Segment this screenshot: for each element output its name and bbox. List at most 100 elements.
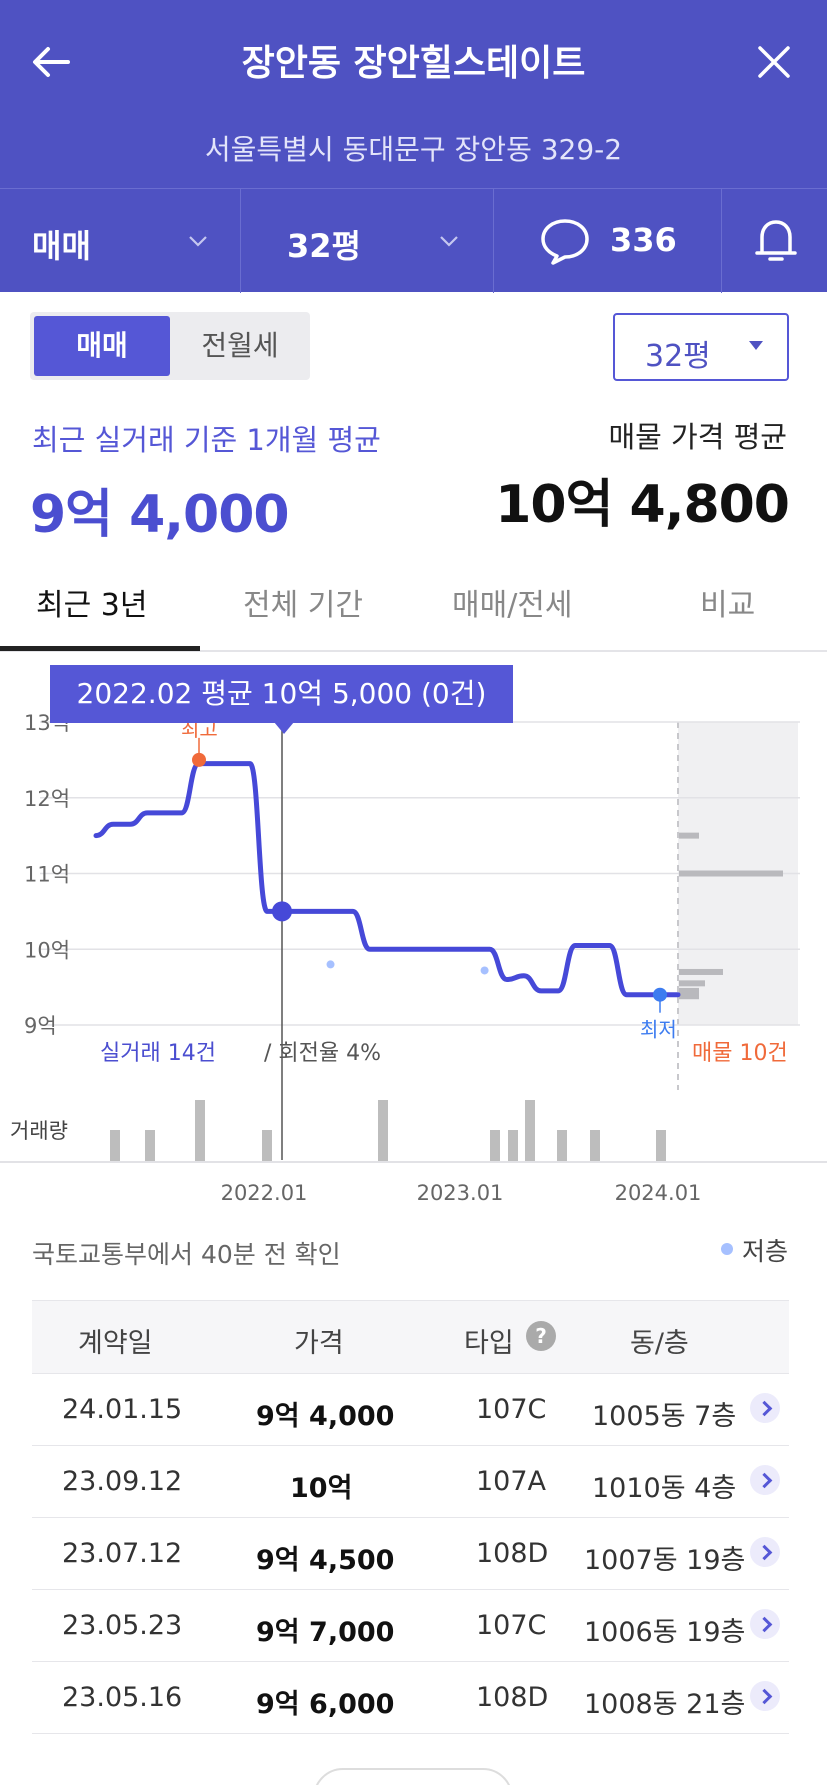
speech-bubble-icon bbox=[541, 219, 589, 265]
y-tick-label: 11억 bbox=[24, 863, 70, 887]
selected-point bbox=[272, 901, 292, 922]
high-point bbox=[192, 752, 206, 767]
header-type: 타입 bbox=[464, 1328, 514, 1359]
listing-bar bbox=[679, 968, 723, 975]
x-tick-label: 2023.01 bbox=[417, 1181, 504, 1205]
row-date: 23.05.16 bbox=[62, 1682, 183, 1713]
tab-recent-3y[interactable]: 최근 3년 bbox=[36, 588, 148, 623]
row-type: 107C bbox=[476, 1610, 547, 1641]
chart-tooltip: 2022.02 평균 10억 5,000 (0건) bbox=[50, 665, 513, 723]
period-tabs: 최근 3년 전체 기간 매매/전세 비교 bbox=[0, 560, 827, 652]
trade-type-label: 매매 bbox=[32, 227, 91, 265]
more-button[interactable] bbox=[313, 1768, 513, 1785]
close-icon[interactable] bbox=[750, 38, 798, 86]
area-dropdown[interactable]: 32평 bbox=[241, 189, 494, 293]
recent-average-label: 최근 실거래 기준 1개월 평균 bbox=[32, 423, 381, 457]
y-tick-label: 10억 bbox=[24, 938, 70, 962]
price-line bbox=[93, 761, 681, 998]
row-price: 9억 4,000 bbox=[256, 1401, 395, 1432]
chevron-right-icon[interactable] bbox=[750, 1681, 780, 1711]
row-date: 23.05.23 bbox=[62, 1610, 183, 1641]
table-row[interactable]: 23.05.16 9억 6,000 108D 1008동 21층 bbox=[32, 1662, 789, 1734]
table-row[interactable]: 23.05.23 9억 7,000 107C 1006동 19층 bbox=[32, 1590, 789, 1662]
low-floor-legend: 저층 bbox=[742, 1237, 789, 1266]
row-date: 24.01.15 bbox=[62, 1394, 183, 1425]
update-note: 국토교통부에서 40분 전 확인 bbox=[32, 1240, 341, 1269]
table-row[interactable]: 24.01.15 9억 4,000 107C 1005동 7층 bbox=[32, 1374, 789, 1446]
low-floor-point bbox=[480, 966, 489, 975]
row-price: 9억 7,000 bbox=[256, 1617, 395, 1648]
help-question-icon[interactable]: ? bbox=[526, 1321, 556, 1351]
header-price: 가격 bbox=[294, 1328, 344, 1359]
volume-label: 거래량 bbox=[10, 1119, 68, 1143]
chevron-right-icon[interactable] bbox=[750, 1609, 780, 1639]
listing-bar bbox=[679, 980, 705, 987]
table-row[interactable]: 23.07.12 9억 4,500 108D 1007동 19층 bbox=[32, 1518, 789, 1590]
recent-average-value: 9억 4,000 bbox=[30, 485, 290, 545]
back-arrow-icon[interactable] bbox=[28, 38, 76, 86]
row-unit: 1010동 4층 bbox=[592, 1473, 737, 1504]
listing-count-label: 매물 10건 bbox=[692, 1041, 788, 1066]
volume-bar bbox=[590, 1130, 600, 1162]
tab-compare[interactable]: 비교 bbox=[700, 588, 756, 623]
volume-bar bbox=[262, 1130, 272, 1162]
row-unit: 1008동 21층 bbox=[584, 1689, 746, 1720]
listing-average-value: 10억 4,800 bbox=[495, 475, 790, 535]
low-label: 최저 bbox=[640, 1018, 677, 1042]
trade-toggle: 매매 전월세 bbox=[30, 312, 310, 380]
header-date: 계약일 bbox=[78, 1328, 153, 1359]
listing-bar bbox=[679, 993, 699, 1000]
comments-button[interactable]: 336 bbox=[494, 189, 722, 293]
toggle-rent[interactable]: 전월세 bbox=[201, 329, 279, 362]
volume-bar bbox=[378, 1100, 388, 1162]
row-type: 107A bbox=[476, 1466, 547, 1497]
transaction-table: 계약일 가격 타입 ? 동/층 24.01.15 9억 4,000 107C 1… bbox=[32, 1300, 789, 1734]
notification-button[interactable] bbox=[722, 189, 827, 293]
volume-bar bbox=[490, 1130, 500, 1162]
area-select-value: 32평 bbox=[645, 339, 711, 374]
bell-icon bbox=[755, 220, 797, 261]
app-header: 장안동 장안힐스테이트 서울특별시 동대문구 장안동 329-2 매매 32평 … bbox=[0, 0, 827, 293]
area-select[interactable]: 32평 bbox=[613, 313, 789, 381]
table-row[interactable]: 23.09.12 10억 107A 1010동 4층 bbox=[32, 1446, 789, 1518]
volume-bar bbox=[656, 1130, 666, 1162]
row-price: 10억 bbox=[290, 1473, 353, 1504]
low-floor-dot-icon bbox=[721, 1243, 733, 1255]
y-tick-label: 9억 bbox=[24, 1014, 57, 1038]
turnover-label: / 회전율 4% bbox=[264, 1041, 381, 1066]
price-chart[interactable]: 13억 12억 11억 10억 9억 최고 최저 실거래 14건 / 회전율 4% 매물 10건 거… bbox=[0, 660, 827, 1205]
header-unit: 동/층 bbox=[630, 1328, 689, 1359]
address: 서울특별시 동대문구 장안동 329-2 bbox=[204, 133, 623, 166]
deals-label: 실거래 14건 bbox=[100, 1041, 216, 1066]
listing-bar bbox=[679, 832, 699, 839]
tooltip-arrow bbox=[274, 722, 294, 734]
row-unit: 1005동 7층 bbox=[592, 1401, 737, 1432]
table-header: 계약일 가격 타입 ? 동/층 bbox=[32, 1300, 789, 1374]
row-unit: 1007동 19층 bbox=[584, 1545, 746, 1576]
tab-sale-jeonse[interactable]: 매매/전세 bbox=[452, 588, 573, 623]
row-date: 23.07.12 bbox=[62, 1538, 183, 1569]
chevron-down-icon bbox=[189, 236, 207, 247]
volume-bar bbox=[145, 1130, 155, 1162]
chevron-right-icon[interactable] bbox=[750, 1393, 780, 1423]
caret-down-icon bbox=[749, 341, 763, 350]
filter-bar: 매매 32평 336 bbox=[0, 188, 827, 293]
row-price: 9억 4,500 bbox=[256, 1545, 395, 1576]
page-title: 장안동 장안힐스테이트 bbox=[241, 43, 586, 84]
toggle-sale[interactable]: 매매 bbox=[34, 316, 170, 376]
row-date: 23.09.12 bbox=[62, 1466, 183, 1497]
volume-bar bbox=[557, 1130, 567, 1162]
chevron-right-icon[interactable] bbox=[750, 1465, 780, 1495]
x-tick-label: 2022.01 bbox=[221, 1181, 308, 1205]
chevron-right-icon[interactable] bbox=[750, 1537, 780, 1567]
listing-bar bbox=[679, 987, 699, 994]
listing-average-label: 매물 가격 평균 bbox=[608, 420, 787, 454]
trade-type-dropdown[interactable]: 매매 bbox=[0, 189, 241, 293]
tab-all-period[interactable]: 전체 기간 bbox=[243, 588, 363, 623]
volume-bar bbox=[508, 1130, 518, 1162]
y-tick-label: 12억 bbox=[24, 787, 70, 811]
low-floor-point bbox=[326, 960, 335, 969]
row-type: 108D bbox=[476, 1538, 549, 1569]
row-price: 9억 6,000 bbox=[256, 1689, 395, 1720]
